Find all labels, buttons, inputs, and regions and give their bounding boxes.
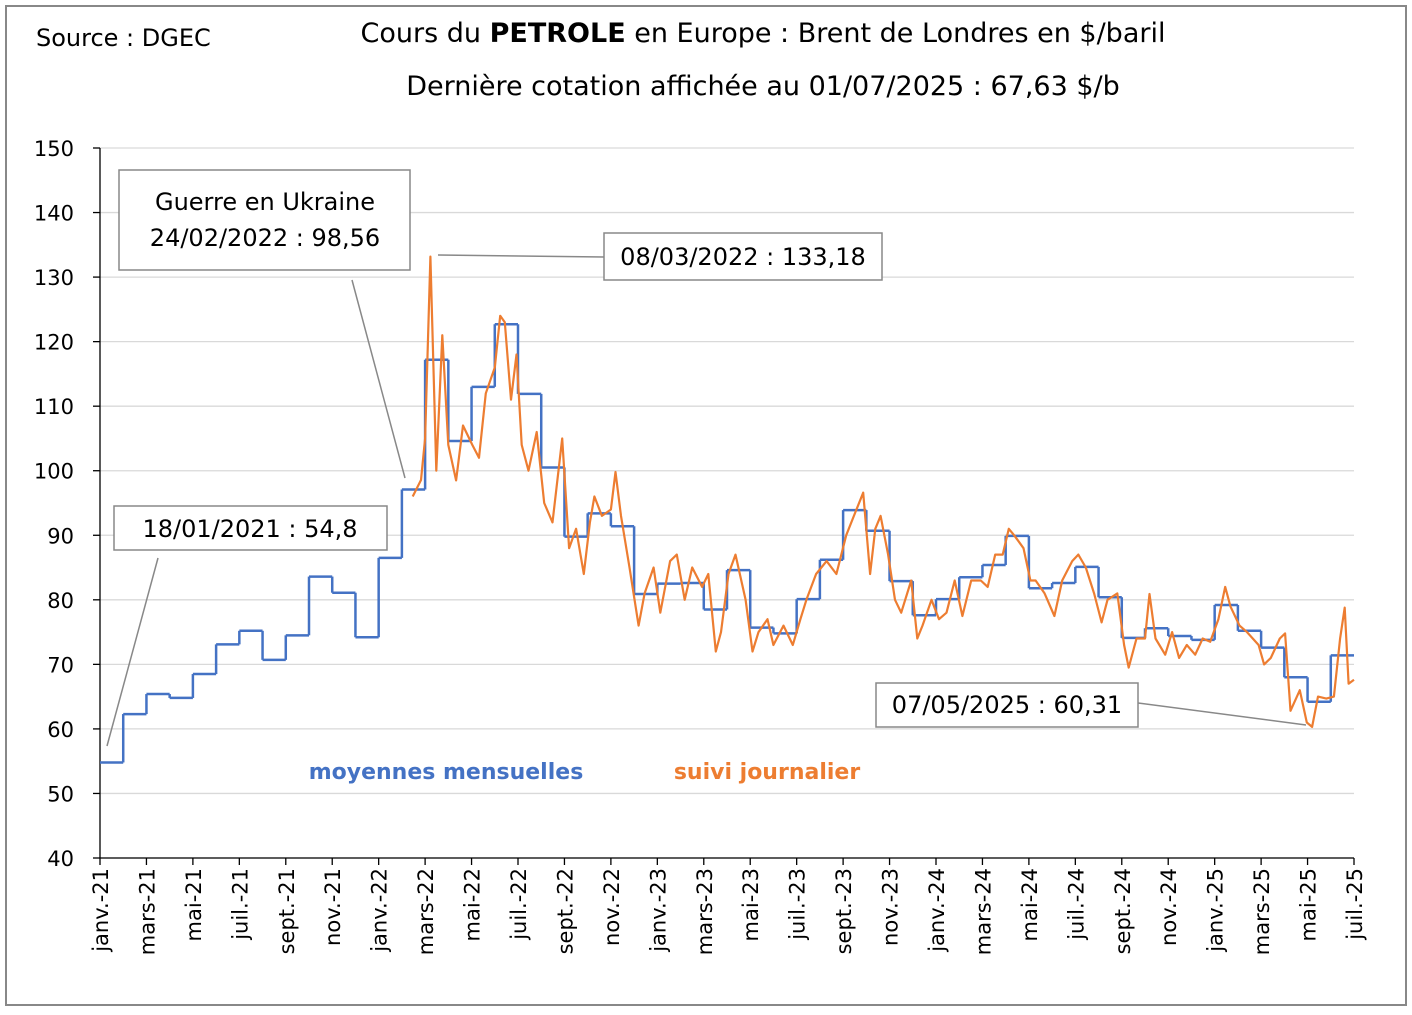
y-tick-label: 80 [47,589,74,613]
title-part: en Europe : Brent de Londres en $/baril [626,18,1166,49]
x-tick-label: mars-22 [414,868,438,955]
annotation-box [113,505,388,551]
y-tick-label: 150 [34,137,74,161]
y-tick-label: 140 [34,202,74,226]
x-tick-label: mai-24 [1018,868,1042,941]
annotation-text: 18/01/2021 : 54,8 [142,515,357,543]
x-tick-label: mai-22 [461,868,485,941]
y-tick-label: 90 [47,524,74,548]
x-tick-label: nov.-21 [321,868,345,946]
y-tick-label: 40 [47,847,74,871]
x-tick-label: sept.-24 [1111,868,1135,954]
chart-subtitle: Dernière cotation affichée au 01/07/2025… [406,71,1120,102]
leader-line [106,557,159,747]
x-tick-label: juil.-25 [1343,868,1367,941]
x-tick-label: juil.-24 [1064,868,1088,941]
y-tick-label: 60 [47,718,74,742]
annotation-text: 07/05/2025 : 60,31 [892,691,1122,719]
annotation-text: 08/03/2022 : 133,18 [620,243,866,271]
x-tick-label: janv.-22 [368,868,392,953]
x-tick-label: mai-21 [182,868,206,941]
annotation: 08/03/2022 : 133,18 [437,232,883,281]
leader-line [1137,702,1307,726]
x-tick-label: mars-23 [693,868,717,955]
x-tick-label: juil.-21 [228,868,252,941]
leader-line [351,279,406,479]
x-tick-label: mai-25 [1297,868,1321,941]
y-tick-label: 130 [34,266,74,290]
x-tick-label: mars-21 [135,868,159,955]
leader-line [437,254,605,258]
x-tick-label: janv.-25 [1204,868,1228,953]
annotation: 18/01/2021 : 54,8 [106,505,388,747]
legend-label: moyennes mensuelles [309,760,584,785]
annotation-text: 24/02/2022 : 98,56 [150,224,380,252]
x-tick-label: janv.-23 [646,868,670,953]
x-tick-label: juil.-23 [786,868,810,941]
title-part: Cours du [361,18,490,49]
title-part: PETROLE [490,18,626,49]
x-tick-label: nov.-23 [879,868,903,946]
series-line [411,255,1355,728]
y-tick-label: 70 [47,653,74,677]
chart-title: Cours du PETROLE en Europe : Brent de Lo… [361,18,1166,49]
y-tick-label: 100 [34,460,74,484]
source: Source : DGEC [36,24,211,52]
y-tick-label: 120 [34,331,74,355]
legend-label: suivi journalier [674,760,861,785]
x-tick-label: nov.-24 [1157,868,1181,946]
x-tick-label: mars-24 [971,868,995,955]
y-tick-label: 110 [34,395,74,419]
annotation-box [118,169,411,271]
y-tick-label: 50 [47,782,74,806]
x-tick-label: mai-23 [739,868,763,941]
x-tick-label: sept.-21 [275,868,299,954]
x-tick-label: mars-25 [1250,868,1274,955]
x-tick-label: nov.-22 [600,868,624,946]
x-tick-label: sept.-22 [553,868,577,954]
annotation-box [875,682,1139,728]
annotation: 07/05/2025 : 60,31 [875,682,1307,728]
x-tick-label: sept.-23 [832,868,856,954]
x-tick-label: janv.-21 [89,868,113,953]
x-tick-label: janv.-24 [925,868,949,953]
annotation: Guerre en Ukraine 24/02/2022 : 98,56 [118,169,411,479]
x-tick-label: juil.-22 [507,868,531,941]
annotation-text: Guerre en Ukraine [155,188,375,216]
annotation-box [603,232,883,281]
